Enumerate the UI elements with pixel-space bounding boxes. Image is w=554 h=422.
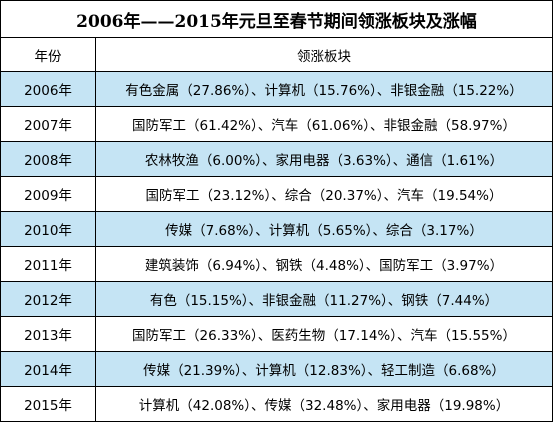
table-row: 2010年 传媒（7.68%）、计算机（5.65%）、综合（3.17%） xyxy=(0,211,553,247)
sectors-cell: 有色金属（27.86%）、计算机（15.76%）、非银金融（15.22%） xyxy=(95,71,553,107)
sectors-cell: 传媒（21.39%）、计算机（12.83%）、轻工制造（6.68%） xyxy=(95,351,553,387)
year-cell: 2011年 xyxy=(0,246,96,282)
year-column-header: 年份 xyxy=(0,37,96,72)
year-cell: 2008年 xyxy=(0,141,96,177)
table-row: 2011年 建筑装饰（6.94%）、钢铁（4.48%）、国防军工（3.97%） xyxy=(0,246,553,282)
table-row: 2009年 国防军工（23.12%）、综合（20.37%）、汽车（19.54%） xyxy=(0,176,553,212)
year-cell: 2012年 xyxy=(0,281,96,317)
table-row: 2008年 农林牧渔（6.00%）、家用电器（3.63%）、通信（1.61%） xyxy=(0,141,553,177)
sectors-cell: 建筑装饰（6.94%）、钢铁（4.48%）、国防军工（3.97%） xyxy=(95,246,553,282)
table-title: 2006年——2015年元旦至春节期间领涨板块及涨幅 xyxy=(0,0,553,38)
sectors-cell: 传媒（7.68%）、计算机（5.65%）、综合（3.17%） xyxy=(95,211,553,247)
sectors-cell: 国防军工（26.33%）、医药生物（17.14%）、汽车（15.55%） xyxy=(95,316,553,352)
sectors-column-header: 领涨板块 xyxy=(95,37,553,72)
sectors-cell: 国防军工（23.12%）、综合（20.37%）、汽车（19.54%） xyxy=(95,176,553,212)
year-cell: 2015年 xyxy=(0,386,96,422)
table-row: 2015年 计算机（42.08%）、传媒（32.48%）、家用电器（19.98%… xyxy=(0,386,553,422)
table-row: 2013年 国防军工（26.33%）、医药生物（17.14%）、汽车（15.55… xyxy=(0,316,553,352)
header-row: 年份 领涨板块 xyxy=(0,37,553,72)
table-row: 2012年 有色（15.15%）、非银金融（11.27%）、钢铁（7.44%） xyxy=(0,281,553,317)
sectors-cell: 农林牧渔（6.00%）、家用电器（3.63%）、通信（1.61%） xyxy=(95,141,553,177)
year-cell: 2014年 xyxy=(0,351,96,387)
table-row: 2007年 国防军工（61.42%）、汽车（61.06%）、非银金融（58.97… xyxy=(0,106,553,142)
table-row: 2014年 传媒（21.39%）、计算机（12.83%）、轻工制造（6.68%） xyxy=(0,351,553,387)
year-cell: 2007年 xyxy=(0,106,96,142)
sectors-cell: 有色（15.15%）、非银金融（11.27%）、钢铁（7.44%） xyxy=(95,281,553,317)
title-row: 2006年——2015年元旦至春节期间领涨板块及涨幅 xyxy=(0,0,553,38)
year-cell: 2010年 xyxy=(0,211,96,247)
year-cell: 2006年 xyxy=(0,71,96,107)
sectors-cell: 计算机（42.08%）、传媒（32.48%）、家用电器（19.98%） xyxy=(95,386,553,422)
table-row: 2006年 有色金属（27.86%）、计算机（15.76%）、非银金融（15.2… xyxy=(0,71,553,107)
year-cell: 2013年 xyxy=(0,316,96,352)
sectors-cell: 国防军工（61.42%）、汽车（61.06%）、非银金融（58.97%） xyxy=(95,106,553,142)
year-cell: 2009年 xyxy=(0,176,96,212)
